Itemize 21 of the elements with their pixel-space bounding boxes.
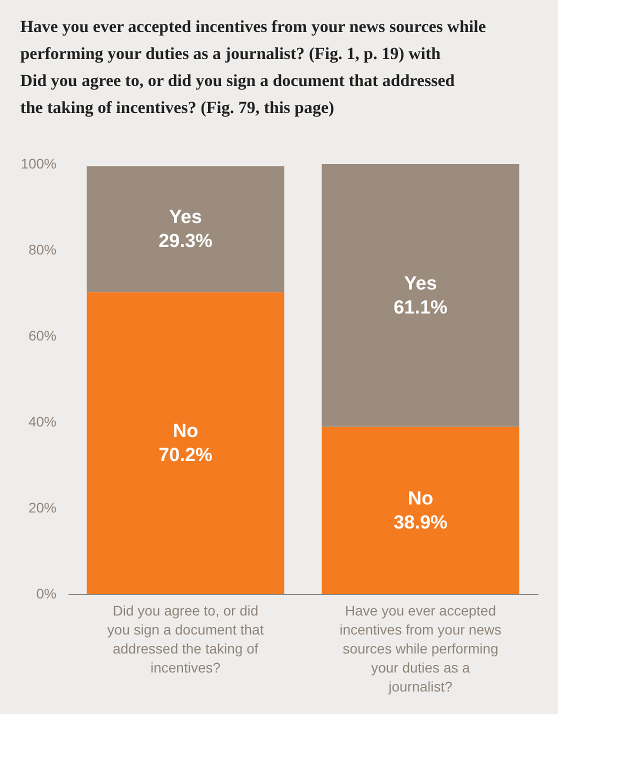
- data-label: 29.3%: [158, 231, 213, 252]
- x-tick-label: Did you agree to, or did you sign a document that addressed the taking of incentives?: [107, 602, 264, 676]
- y-tick-label: 0%: [36, 586, 56, 602]
- series-label: No: [408, 488, 434, 510]
- text: No: [172, 421, 198, 442]
- text: Yes: [404, 273, 437, 294]
- bar: [86, 292, 284, 594]
- y-tick-label: 60%: [28, 328, 56, 344]
- x-tick-label: Have you ever accepted incentives from your news sources while performing your duties as a journalist?: [340, 602, 502, 694]
- series-label: Yes: [169, 207, 202, 228]
- bar: [86, 166, 284, 292]
- y-tick-label: 80%: [28, 242, 56, 258]
- y-tick-label: 20%: [28, 500, 56, 516]
- y-tick-label: 100%: [20, 156, 56, 172]
- data-label: 38.9%: [394, 512, 448, 534]
- y-tick-label: 40%: [28, 414, 56, 430]
- chart-title: Have you ever accepted incentives from your news sources while performing your duties as a journalist? (Fig. 1, p. 19) with Did you agree to, or did you sign a document that addressed the taking of incentives? (Fig. 79, this page): [20, 17, 486, 117]
- bar: [322, 164, 520, 427]
- bar: [322, 426, 520, 594]
- data-label: 70.2%: [158, 445, 213, 466]
- data-label: 61.1%: [394, 297, 448, 318]
